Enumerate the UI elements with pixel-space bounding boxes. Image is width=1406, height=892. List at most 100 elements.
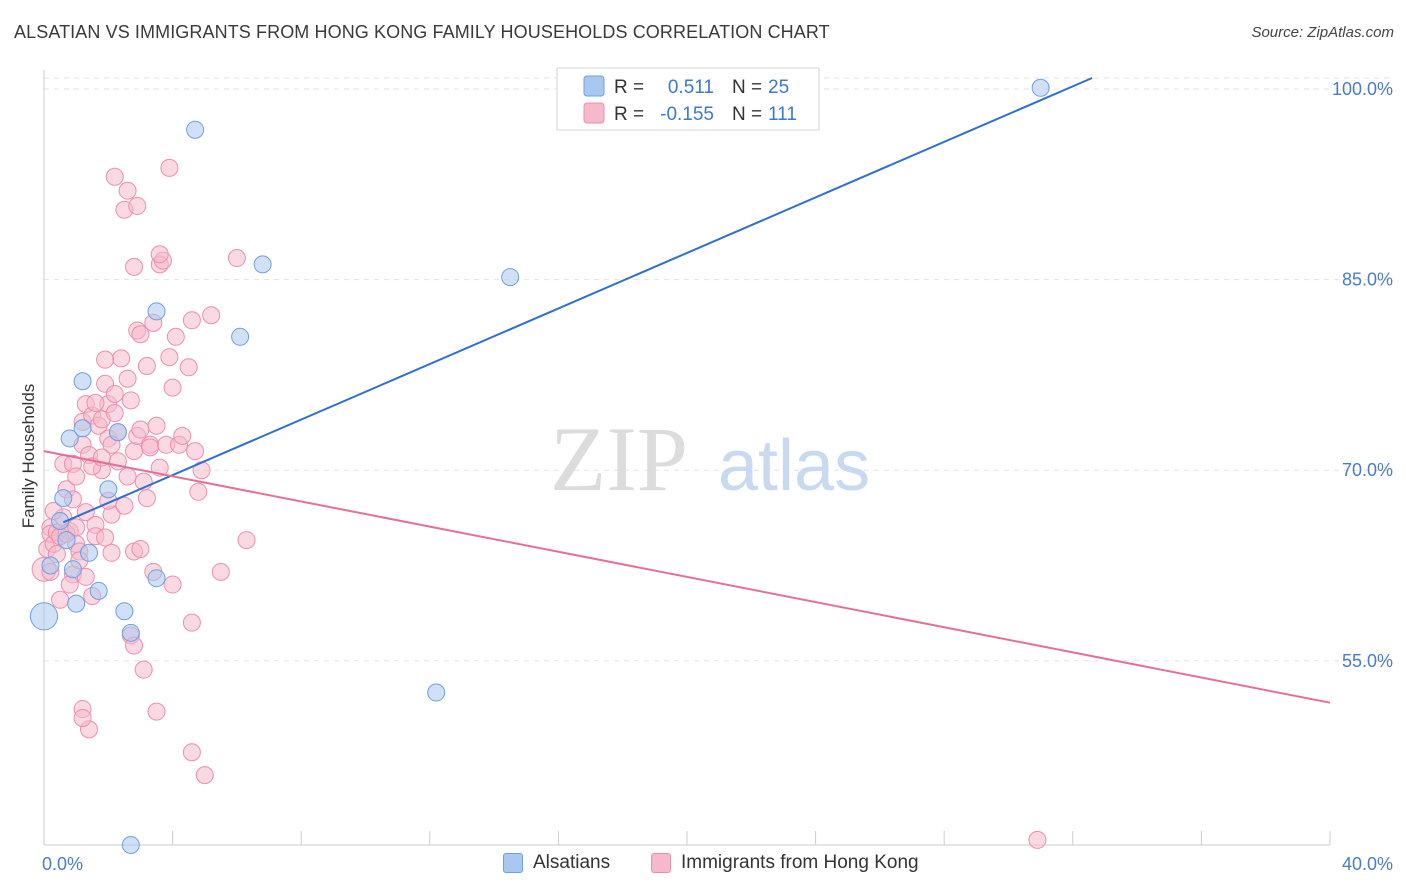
trendline-hong-kong	[43, 450, 1331, 704]
point-alsatians-10	[80, 543, 99, 562]
stats-n-value-hong-kong: 111	[768, 104, 797, 125]
stats-n-label-alsatians: N =	[732, 77, 762, 98]
point-alsatians-13	[108, 423, 127, 442]
point-hong-kong-88	[134, 660, 153, 679]
stats-r-value-hong-kong: -0.155	[660, 104, 714, 125]
stats-r-value-alsatians: 0.511	[668, 77, 714, 98]
legend-swatch-alsatians	[503, 853, 523, 873]
point-hong-kong-40	[118, 467, 137, 486]
point-hong-kong-80	[96, 350, 115, 369]
point-hong-kong-37	[112, 349, 131, 368]
point-alsatians-22	[501, 268, 520, 287]
legend-item-alsatians: Alsatians	[503, 852, 610, 874]
point-hong-kong-65	[182, 311, 201, 330]
point-hong-kong-52	[141, 438, 160, 457]
point-alsatians-12	[99, 480, 118, 499]
point-hong-kong-79	[105, 167, 124, 186]
point-hong-kong-94	[73, 708, 92, 727]
point-hong-kong-63	[173, 426, 192, 445]
y-tick-label-0: 100.0%	[1332, 79, 1393, 99]
point-alsatians-0	[29, 602, 59, 631]
stats-r-label-alsatians: R =	[614, 77, 644, 98]
point-hong-kong-76	[160, 158, 179, 177]
point-hong-kong-34	[105, 404, 124, 423]
chart-title: ALSATIAN VS IMMIGRANTS FROM HONG KONG FA…	[14, 22, 830, 42]
point-hong-kong-54	[147, 416, 166, 435]
series-alsatians	[29, 78, 1050, 854]
point-hong-kong-71	[227, 249, 246, 268]
point-alsatians-24	[1031, 78, 1050, 97]
point-alsatians-5	[60, 429, 79, 448]
x-axis-tick-labels: 0.0% 40.0%	[42, 854, 1393, 874]
y-axis-tick-labels: 100.0% 85.0% 70.0% 55.0%	[1332, 79, 1393, 671]
point-alsatians-11	[89, 581, 108, 600]
point-alsatians-16	[121, 836, 140, 854]
point-hong-kong-91	[182, 613, 201, 632]
point-hong-kong-70	[211, 562, 230, 581]
stats-n-label-hong-kong: N =	[732, 104, 762, 125]
point-alsatians-4	[54, 489, 73, 508]
watermark-zip: ZIP	[550, 408, 688, 510]
point-hong-kong-35	[105, 384, 124, 403]
point-hong-kong-33	[102, 543, 121, 562]
point-hong-kong-55	[150, 458, 169, 477]
legend-label-alsatians: Alsatians	[533, 852, 611, 873]
point-hong-kong-104	[60, 575, 79, 594]
x-tick-label-1: 40.0%	[1342, 854, 1393, 874]
point-hong-kong-42	[125, 442, 144, 461]
point-hong-kong-72	[237, 531, 256, 550]
y-tick-label-1: 85.0%	[1342, 270, 1393, 290]
point-alsatians-17	[147, 569, 166, 588]
legend-swatch-hong-kong	[651, 853, 671, 873]
watermark-atlas: atlas	[718, 426, 870, 506]
legend-item-hong-kong: Immigrants from Hong Kong	[651, 852, 919, 874]
point-alsatians-19	[186, 120, 205, 139]
chart-source: Source: ZipAtlas.com	[1251, 24, 1394, 41]
stats-legend-swatch-blue	[583, 75, 605, 97]
point-alsatians-9	[73, 419, 92, 438]
watermark: ZIP atlas	[550, 408, 870, 510]
series-immigrants-from-hong-kong	[31, 158, 1047, 849]
point-hong-kong-69	[202, 306, 221, 325]
point-hong-kong-66	[186, 442, 205, 461]
stats-n-value-alsatians: 25	[768, 77, 789, 98]
point-alsatians-18	[147, 302, 166, 321]
point-hong-kong-96	[195, 766, 214, 785]
axes	[43, 70, 1331, 846]
point-alsatians-21	[253, 255, 272, 274]
point-hong-kong-50	[137, 489, 156, 508]
point-hong-kong-105	[96, 528, 115, 547]
point-hong-kong-61	[166, 327, 185, 346]
trendline-alsatians	[62, 77, 1093, 524]
point-alsatians-1	[41, 556, 60, 575]
point-hong-kong-95	[182, 743, 201, 762]
point-hong-kong-67	[189, 482, 208, 501]
point-alsatians-20	[231, 327, 250, 346]
gridlines	[44, 77, 1394, 662]
point-alsatians-8	[73, 372, 92, 391]
point-hong-kong-39	[118, 369, 137, 388]
point-hong-kong-59	[160, 348, 179, 367]
point-hong-kong-101	[67, 518, 86, 537]
point-hong-kong-6	[51, 590, 70, 609]
point-hong-kong-84	[131, 539, 150, 558]
x-tick-label-0: 0.0%	[42, 854, 83, 874]
stats-legend-swatch-pink	[583, 102, 605, 124]
point-hong-kong-81	[86, 393, 105, 412]
point-hong-kong-90	[163, 575, 182, 594]
stats-legend: R = 0.511 N = 25 R = -0.155 N = 111	[556, 67, 820, 131]
point-alsatians-3	[57, 531, 76, 550]
point-hong-kong-89	[147, 702, 166, 721]
point-hong-kong-47	[131, 420, 150, 439]
point-alsatians-15	[121, 623, 140, 642]
stats-r-label-hong-kong: R =	[614, 104, 644, 125]
y-tick-label-2: 70.0%	[1342, 460, 1393, 480]
legend-label-hong-kong: Immigrants from Hong Kong	[681, 852, 919, 873]
point-hong-kong-60	[163, 378, 182, 397]
point-hong-kong-14	[67, 467, 86, 486]
point-hong-kong-77	[150, 245, 169, 264]
point-alsatians-23	[427, 683, 446, 702]
point-hong-kong-73	[118, 181, 137, 200]
point-hong-kong-75	[128, 196, 147, 215]
